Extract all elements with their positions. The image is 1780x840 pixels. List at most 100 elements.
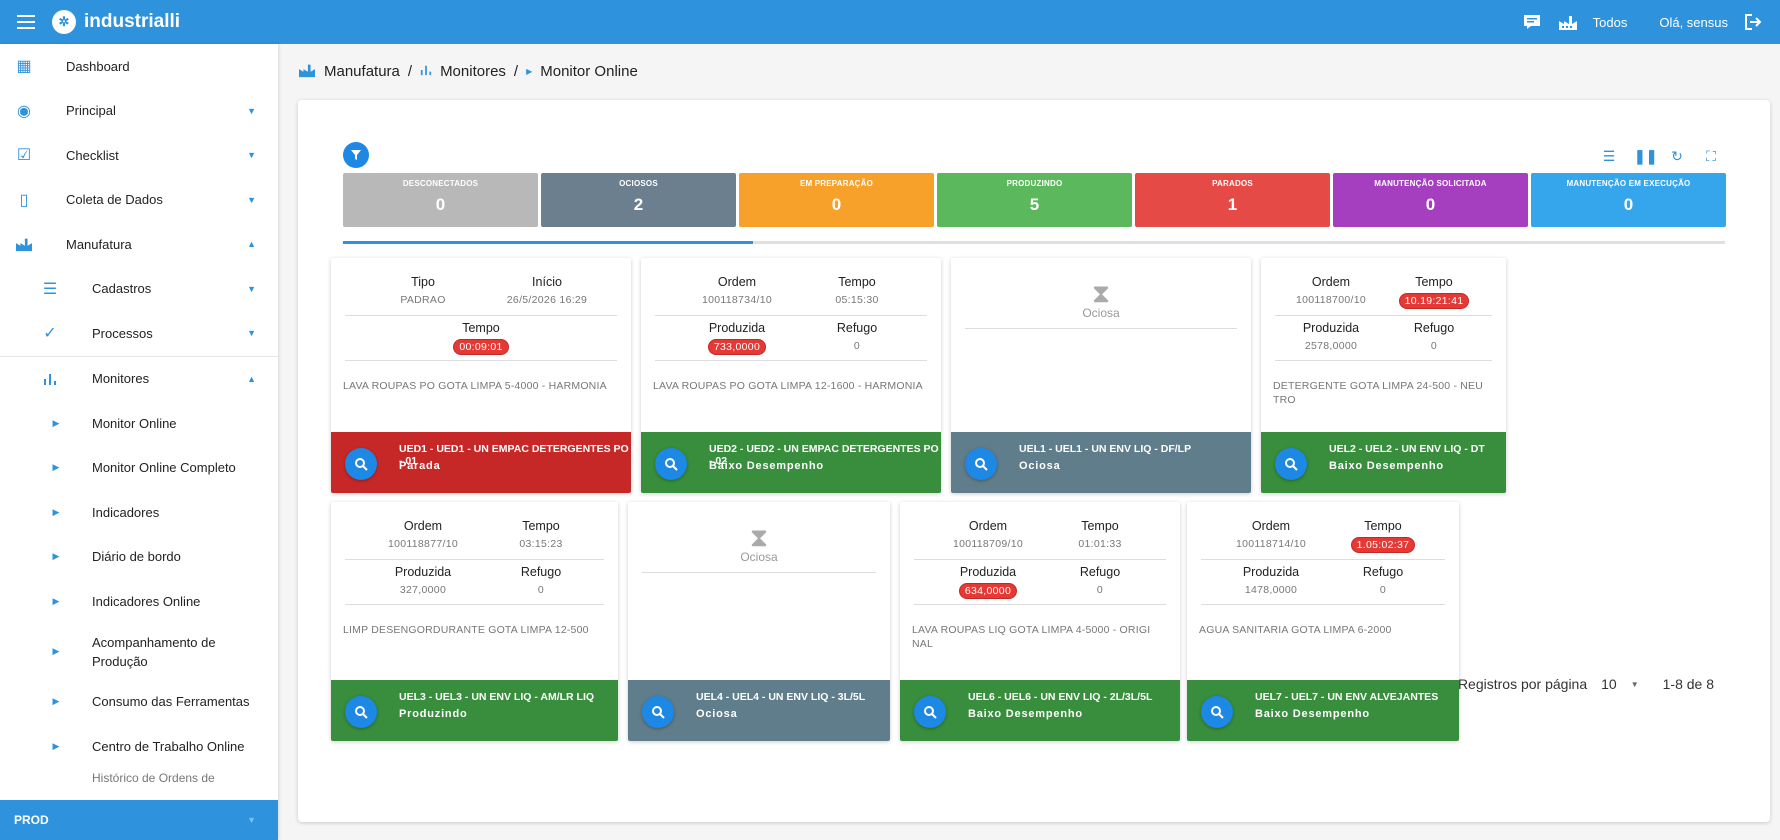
- card-footer[interactable]: UEL7 - UEL7 - UN ENV ALVEJANTES Baixo De…: [1187, 680, 1459, 741]
- search-button[interactable]: [345, 696, 377, 728]
- field-value: 100118877/10: [388, 538, 458, 550]
- machine-status: Baixo Desempenho: [709, 460, 824, 472]
- sidebar-item-consumo-das-ferramentas[interactable]: ▶ Consumo das Ferramentas: [0, 680, 278, 725]
- sidebar-item-diario-de-bordo[interactable]: ▶ Diário de bordo: [0, 535, 278, 580]
- idle-label: Ociosa: [1082, 306, 1120, 320]
- machine-status: Ociosa: [696, 708, 738, 720]
- fullscreen-icon[interactable]: ⛶: [1706, 148, 1716, 164]
- machine-card-uel4[interactable]: ⧗ Ociosa UEL4 - UEL4 - UN ENV LIQ - 3L/5…: [628, 502, 890, 741]
- machine-card-ued2[interactable]: Ordem 100118734/10 Tempo 05:15:30 Produz…: [641, 258, 941, 493]
- machine-title: UEL2 - UEL2 - UN ENV LIQ - DT: [1329, 443, 1485, 455]
- logo-icon: ✲: [52, 10, 76, 34]
- sidebar-item-historico-de-ordens[interactable]: Histórico de Ordens de: [0, 769, 278, 793]
- list-view-icon[interactable]: ☰: [1602, 148, 1616, 164]
- machine-status: Baixo Desempenho: [1255, 708, 1370, 720]
- idle-indicator: ⧗ Ociosa: [642, 524, 876, 564]
- card-footer[interactable]: UEL2 - UEL2 - UN ENV LIQ - DT Baixo Dese…: [1261, 432, 1506, 493]
- sidebar-item-checklist[interactable]: ☑ Checklist ▼: [0, 133, 278, 178]
- breadcrumb-manufatura[interactable]: Manufatura: [324, 63, 400, 80]
- sidebar-item-label: Indicadores Online: [92, 593, 201, 609]
- card-footer[interactable]: UEL6 - UEL6 - UN ENV LIQ - 2L/3L/5L Baix…: [900, 680, 1180, 741]
- card-footer[interactable]: UEL4 - UEL4 - UN ENV LIQ - 3L/5L Ociosa: [628, 680, 890, 741]
- logout-icon[interactable]: [1742, 11, 1764, 33]
- sidebar-item-indicadores[interactable]: ▶ Indicadores: [0, 490, 278, 535]
- field-label: Produzida: [708, 321, 766, 335]
- factory-icon[interactable]: [1557, 11, 1579, 33]
- user-greeting[interactable]: Olá, sensus: [1659, 14, 1728, 30]
- rows-per-page-select[interactable]: 10 ▼: [1601, 676, 1639, 692]
- filter-button[interactable]: [343, 142, 369, 168]
- machine-card-uel2[interactable]: Ordem 100118700/10 Tempo 10.19:21:41 Pro…: [1261, 258, 1506, 493]
- machine-card-uel1[interactable]: ⧗ Ociosa UEL1 - UEL1 - UN ENV LIQ - DF/L…: [951, 258, 1251, 493]
- status-box-manuten-o-solicitada[interactable]: MANUTENÇÃO SOLICITADA 0: [1333, 173, 1528, 227]
- monitor-panel: ☰ ❚❚ ↻ ⛶ DESCONECTADOS 0 OCIOSOS 2 EM PREPAR…: [298, 100, 1770, 822]
- field-value: 100118734/10: [702, 294, 772, 306]
- chat-icon[interactable]: [1521, 11, 1543, 33]
- refresh-icon[interactable]: ↻: [1671, 148, 1683, 164]
- chevron-down-icon: ▼: [1630, 679, 1639, 689]
- brand-logo[interactable]: ✲ industrialli: [52, 10, 180, 34]
- status-box-parados[interactable]: PARADOS 1: [1135, 173, 1330, 227]
- field-label: Ordem: [717, 275, 757, 289]
- sidebar-item-cadastros[interactable]: ☰ Cadastros ▼: [0, 267, 278, 312]
- sidebar-item-indicadores-online[interactable]: ▶ Indicadores Online: [0, 579, 278, 624]
- machine-card-uel7[interactable]: Ordem 100118714/10 Tempo 1.05:02:37 Prod…: [1187, 502, 1459, 741]
- search-button[interactable]: [1201, 696, 1233, 728]
- field-tempo: Tempo 1.05:02:37: [1323, 519, 1443, 552]
- sidebar-item-acompanhamento-de-producao[interactable]: ▶ Acompanhamento de Produção: [0, 624, 278, 680]
- field-produzida: Produzida 733,0000: [677, 321, 797, 354]
- search-button[interactable]: [965, 448, 997, 480]
- machine-title: UED1 - UED1 - UN EMPAC DETERGENTES PO - …: [399, 443, 629, 467]
- status-box-ociosos[interactable]: OCIOSOS 2: [541, 173, 736, 227]
- plant-selector[interactable]: Todos: [1592, 14, 1628, 30]
- status-box-desconectados[interactable]: DESCONECTADOS 0: [343, 173, 538, 227]
- sidebar-item-processos[interactable]: ✓ Processos ▼: [0, 311, 278, 356]
- field-ordem: Ordem 100118877/10: [363, 519, 483, 550]
- field-label: Ordem: [403, 519, 443, 533]
- search-button[interactable]: [642, 696, 674, 728]
- sidebar-item-coleta-de-dados[interactable]: ▯ Coleta de Dados ▼: [0, 178, 278, 223]
- pause-icon[interactable]: ❚❚: [1634, 148, 1658, 164]
- menu-button[interactable]: [0, 0, 52, 44]
- field-refugo: Refugo 0: [1374, 321, 1494, 352]
- sidebar-item-monitor-online-completo[interactable]: ▶ Monitor Online Completo: [0, 446, 278, 491]
- search-button[interactable]: [655, 448, 687, 480]
- field-label: Refugo: [836, 321, 878, 335]
- search-button[interactable]: [345, 448, 377, 480]
- divider: [642, 572, 876, 573]
- sidebar-item-manufatura[interactable]: Manufatura ▲: [0, 222, 278, 267]
- divider: [1201, 559, 1445, 560]
- field-value: 0: [537, 584, 545, 596]
- sidebar-item-principal[interactable]: ◉ Principal ▼: [0, 89, 278, 134]
- status-box-em-prepara-o[interactable]: EM PREPARAÇÃO 0: [739, 173, 934, 227]
- machine-title: UEL4 - UEL4 - UN ENV LIQ - 3L/5L: [696, 691, 866, 703]
- status-box-manuten-o-em-execu-o[interactable]: MANUTENÇÃO EM EXECUÇÃO 0: [1531, 173, 1726, 227]
- status-label: PARADOS: [1212, 179, 1253, 188]
- sidebar-item-monitores[interactable]: Monitores ▲: [0, 357, 278, 402]
- sidebar-item-label: Centro de Trabalho Online: [92, 738, 245, 754]
- machine-card-uel3[interactable]: Ordem 100118877/10 Tempo 03:15:23 Produz…: [331, 502, 618, 741]
- status-box-produzindo[interactable]: PRODUZINDO 5: [937, 173, 1132, 227]
- search-button[interactable]: [914, 696, 946, 728]
- card-footer[interactable]: UED1 - UED1 - UN EMPAC DETERGENTES PO - …: [331, 432, 631, 493]
- card-footer[interactable]: UEL1 - UEL1 - UN ENV LIQ - DF/LP Ociosa: [951, 432, 1251, 493]
- machine-card-ued1[interactable]: Tipo PADRAO Início 26/5/2026 16:29 Tempo…: [331, 258, 631, 493]
- machine-card-uel6[interactable]: Ordem 100118709/10 Tempo 01:01:33 Produz…: [900, 502, 1180, 741]
- check-icon: ✓: [43, 325, 57, 343]
- environment-selector[interactable]: PROD ▼: [0, 800, 278, 840]
- machine-title: UEL1 - UEL1 - UN ENV LIQ - DF/LP: [1019, 443, 1192, 455]
- search-button[interactable]: [1275, 448, 1307, 480]
- field-refugo: Refugo 0: [1323, 565, 1443, 596]
- sidebar-item-centro-de-trabalho-online[interactable]: ▶ Centro de Trabalho Online: [0, 724, 278, 769]
- divider: [965, 328, 1237, 329]
- divider: [655, 315, 927, 316]
- product-name-line: NAL: [912, 638, 934, 650]
- breadcrumb-monitores[interactable]: Monitores: [440, 63, 506, 80]
- sidebar-item-monitor-online[interactable]: ▶ Monitor Online: [0, 401, 278, 446]
- card-footer[interactable]: UED2 - UED2 - UN EMPAC DETERGENTES PO - …: [641, 432, 941, 493]
- sidebar-item-dashboard[interactable]: ▦ Dashboard: [0, 44, 278, 89]
- card-footer[interactable]: UEL3 - UEL3 - UN ENV LIQ - AM/LR LIQ Pro…: [331, 680, 618, 741]
- field-refugo: Refugo 0: [481, 565, 601, 596]
- refresh-progress-fill: [343, 241, 754, 244]
- sidebar-item-label: Histórico de Ordens de: [92, 770, 215, 785]
